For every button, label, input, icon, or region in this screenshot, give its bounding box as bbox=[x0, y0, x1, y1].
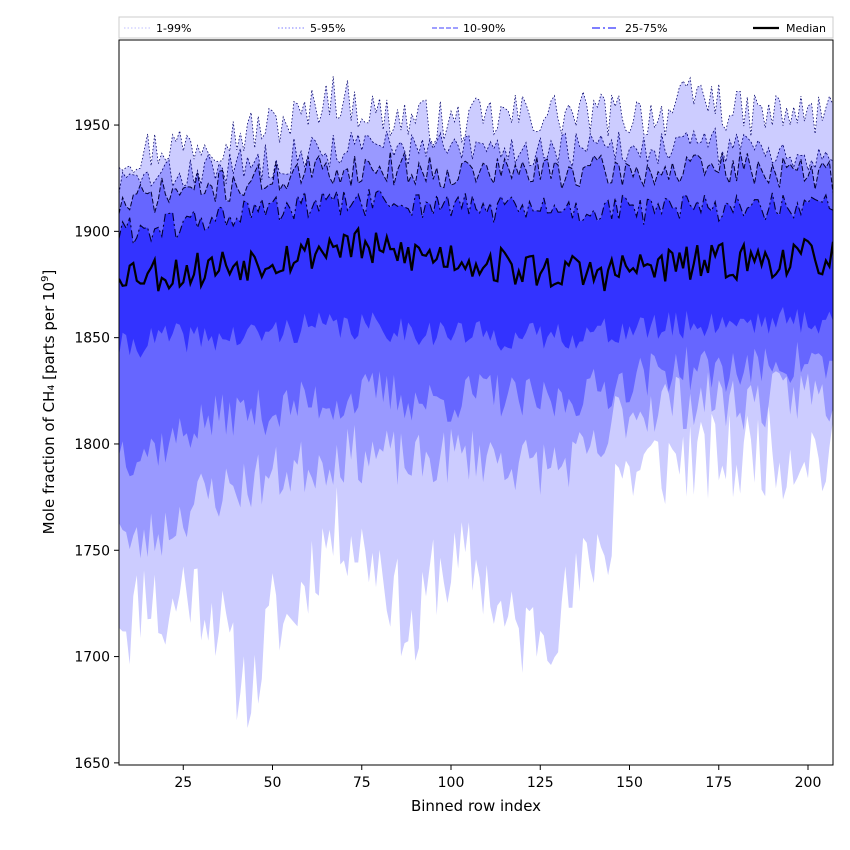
y-tick-label: 1950 bbox=[74, 118, 110, 134]
x-tick-label: 25 bbox=[174, 775, 192, 791]
y-tick-label: 1650 bbox=[74, 756, 110, 772]
legend-label: Median bbox=[786, 22, 826, 35]
y-axis: 1650 1700 1750 1800 1850 1900 1950 bbox=[74, 118, 119, 772]
plot-frame bbox=[118, 39, 834, 766]
line-p75 bbox=[119, 189, 833, 246]
y-tick-label: 1700 bbox=[74, 650, 110, 666]
x-tick-label: 125 bbox=[527, 775, 554, 791]
x-tick-label: 175 bbox=[705, 775, 732, 791]
line-p99 bbox=[119, 76, 833, 174]
x-tick-label: 200 bbox=[795, 775, 822, 791]
legend-label: 1-99% bbox=[156, 22, 191, 35]
y-axis-label-exponent: 9 bbox=[40, 276, 51, 282]
median-line bbox=[119, 225, 833, 292]
legend-label: 10-90% bbox=[463, 22, 505, 35]
x-tick-label: 50 bbox=[264, 775, 282, 791]
y-tick-label: 1750 bbox=[74, 543, 110, 559]
x-tick-label: 75 bbox=[353, 775, 371, 791]
x-tick-label: 150 bbox=[616, 775, 643, 791]
plot-area bbox=[119, 76, 833, 729]
x-axis-label: Binned row index bbox=[411, 797, 541, 815]
x-tick-label: 100 bbox=[438, 775, 465, 791]
y-axis-label-main: Mole fraction of CH₄ [parts per 10 bbox=[40, 282, 58, 534]
x-axis: 25 50 75 100 125 150 175 200 bbox=[174, 765, 821, 791]
line-p95 bbox=[119, 127, 833, 194]
y-axis-label-close: ] bbox=[40, 270, 58, 276]
legend: 1-99% 5-95% 10-90% 25-75% Median bbox=[118, 16, 834, 39]
y-tick-label: 1900 bbox=[74, 224, 110, 240]
band-25-75 bbox=[119, 189, 833, 358]
y-tick-label: 1850 bbox=[74, 331, 110, 347]
line-p90 bbox=[119, 151, 833, 215]
legend-label: 25-75% bbox=[625, 22, 667, 35]
legend-frame bbox=[118, 16, 834, 39]
legend-label: 5-95% bbox=[310, 22, 345, 35]
y-tick-label: 1800 bbox=[74, 437, 110, 453]
y-axis-label: Mole fraction of CH₄ [parts per 109] bbox=[40, 270, 58, 535]
